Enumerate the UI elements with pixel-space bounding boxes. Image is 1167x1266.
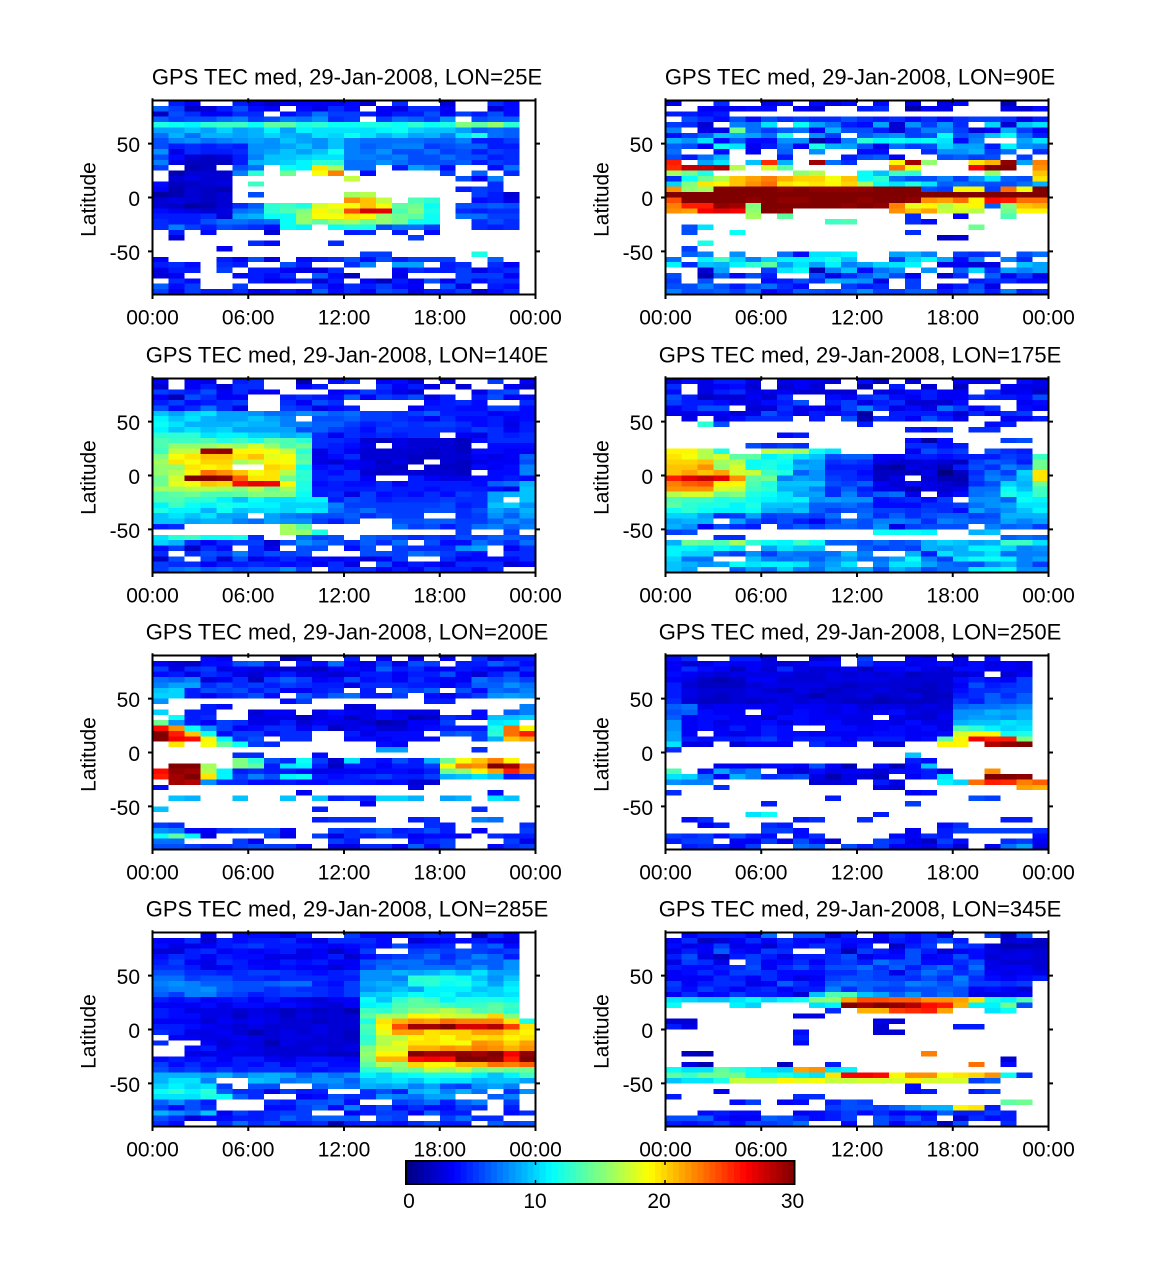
svg-text:GPS TEC med, 29-Jan-2008, LON=: GPS TEC med, 29-Jan-2008, LON=25E bbox=[152, 65, 542, 90]
svg-text:00:00: 00:00 bbox=[639, 307, 692, 330]
svg-text:00:00: 00:00 bbox=[1022, 1139, 1075, 1162]
svg-text:-50: -50 bbox=[110, 1074, 140, 1097]
svg-text:00:00: 00:00 bbox=[639, 862, 692, 885]
svg-text:00:00: 00:00 bbox=[509, 585, 562, 608]
svg-text:00:00: 00:00 bbox=[126, 585, 179, 608]
svg-text:06:00: 06:00 bbox=[735, 585, 788, 608]
svg-text:50: 50 bbox=[630, 134, 653, 157]
svg-text:12:00: 12:00 bbox=[831, 307, 884, 330]
svg-text:-50: -50 bbox=[110, 797, 140, 820]
svg-text:Latitude: Latitude bbox=[591, 717, 614, 792]
svg-text:0: 0 bbox=[641, 188, 653, 211]
svg-text:06:00: 06:00 bbox=[735, 307, 788, 330]
svg-text:00:00: 00:00 bbox=[509, 307, 562, 330]
svg-text:0: 0 bbox=[403, 1190, 415, 1213]
svg-text:0: 0 bbox=[641, 466, 653, 489]
svg-text:00:00: 00:00 bbox=[126, 862, 179, 885]
svg-text:12:00: 12:00 bbox=[831, 585, 884, 608]
svg-text:GPS TEC med, 29-Jan-2008, LON=: GPS TEC med, 29-Jan-2008, LON=140E bbox=[146, 343, 549, 368]
svg-text:06:00: 06:00 bbox=[735, 862, 788, 885]
svg-text:GPS TEC med, 29-Jan-2008, LON=: GPS TEC med, 29-Jan-2008, LON=90E bbox=[665, 65, 1055, 90]
svg-text:GPS TEC med, 29-Jan-2008, LON=: GPS TEC med, 29-Jan-2008, LON=285E bbox=[146, 897, 549, 922]
svg-text:06:00: 06:00 bbox=[222, 1139, 275, 1162]
svg-text:0: 0 bbox=[641, 1020, 653, 1043]
svg-text:18:00: 18:00 bbox=[414, 585, 467, 608]
svg-text:00:00: 00:00 bbox=[126, 307, 179, 330]
svg-text:18:00: 18:00 bbox=[927, 307, 980, 330]
svg-text:00:00: 00:00 bbox=[509, 1139, 562, 1162]
svg-text:00:00: 00:00 bbox=[1022, 862, 1075, 885]
svg-text:50: 50 bbox=[117, 134, 140, 157]
svg-text:50: 50 bbox=[630, 412, 653, 435]
svg-text:06:00: 06:00 bbox=[222, 307, 275, 330]
svg-text:00:00: 00:00 bbox=[639, 585, 692, 608]
svg-text:18:00: 18:00 bbox=[414, 862, 467, 885]
svg-text:-50: -50 bbox=[110, 520, 140, 543]
svg-text:12:00: 12:00 bbox=[318, 585, 371, 608]
svg-text:0: 0 bbox=[128, 743, 140, 766]
svg-text:Latitude: Latitude bbox=[78, 994, 101, 1069]
svg-text:-50: -50 bbox=[623, 1074, 653, 1097]
svg-text:50: 50 bbox=[117, 412, 140, 435]
svg-text:-50: -50 bbox=[623, 520, 653, 543]
svg-text:00:00: 00:00 bbox=[126, 1139, 179, 1162]
svg-text:GPS TEC med, 29-Jan-2008, LON=: GPS TEC med, 29-Jan-2008, LON=200E bbox=[146, 620, 549, 645]
svg-text:00:00: 00:00 bbox=[1022, 307, 1075, 330]
svg-text:-50: -50 bbox=[623, 797, 653, 820]
svg-text:Latitude: Latitude bbox=[78, 162, 101, 237]
svg-text:GPS TEC med, 29-Jan-2008, LON=: GPS TEC med, 29-Jan-2008, LON=250E bbox=[659, 620, 1062, 645]
svg-text:18:00: 18:00 bbox=[927, 862, 980, 885]
svg-text:Latitude: Latitude bbox=[591, 162, 614, 237]
svg-text:0: 0 bbox=[641, 743, 653, 766]
svg-text:12:00: 12:00 bbox=[318, 1139, 371, 1162]
svg-text:00:00: 00:00 bbox=[509, 862, 562, 885]
svg-text:10: 10 bbox=[523, 1190, 546, 1213]
svg-text:50: 50 bbox=[630, 689, 653, 712]
svg-text:18:00: 18:00 bbox=[927, 1139, 980, 1162]
svg-text:12:00: 12:00 bbox=[318, 307, 371, 330]
svg-text:06:00: 06:00 bbox=[735, 1139, 788, 1162]
svg-text:50: 50 bbox=[117, 689, 140, 712]
svg-text:06:00: 06:00 bbox=[222, 585, 275, 608]
svg-text:GPS TEC med, 29-Jan-2008, LON=: GPS TEC med, 29-Jan-2008, LON=175E bbox=[659, 343, 1062, 368]
svg-text:-50: -50 bbox=[623, 242, 653, 265]
svg-text:06:00: 06:00 bbox=[222, 862, 275, 885]
svg-text:12:00: 12:00 bbox=[831, 1139, 884, 1162]
svg-text:Latitude: Latitude bbox=[591, 994, 614, 1069]
svg-text:12:00: 12:00 bbox=[318, 862, 371, 885]
svg-text:00:00: 00:00 bbox=[639, 1139, 692, 1162]
svg-text:0: 0 bbox=[128, 1020, 140, 1043]
svg-text:0: 0 bbox=[128, 188, 140, 211]
svg-text:30: 30 bbox=[781, 1190, 804, 1213]
svg-text:GPS TEC med, 29-Jan-2008, LON=: GPS TEC med, 29-Jan-2008, LON=345E bbox=[659, 897, 1062, 922]
svg-text:50: 50 bbox=[630, 966, 653, 989]
svg-text:-50: -50 bbox=[110, 242, 140, 265]
svg-text:00:00: 00:00 bbox=[1022, 585, 1075, 608]
svg-text:Latitude: Latitude bbox=[78, 717, 101, 792]
svg-text:12:00: 12:00 bbox=[831, 862, 884, 885]
svg-text:50: 50 bbox=[117, 966, 140, 989]
svg-text:18:00: 18:00 bbox=[414, 307, 467, 330]
svg-text:18:00: 18:00 bbox=[927, 585, 980, 608]
svg-text:Latitude: Latitude bbox=[78, 440, 101, 515]
svg-text:20: 20 bbox=[647, 1190, 670, 1213]
svg-text:Latitude: Latitude bbox=[591, 440, 614, 515]
svg-text:18:00: 18:00 bbox=[414, 1139, 467, 1162]
svg-text:0: 0 bbox=[128, 466, 140, 489]
